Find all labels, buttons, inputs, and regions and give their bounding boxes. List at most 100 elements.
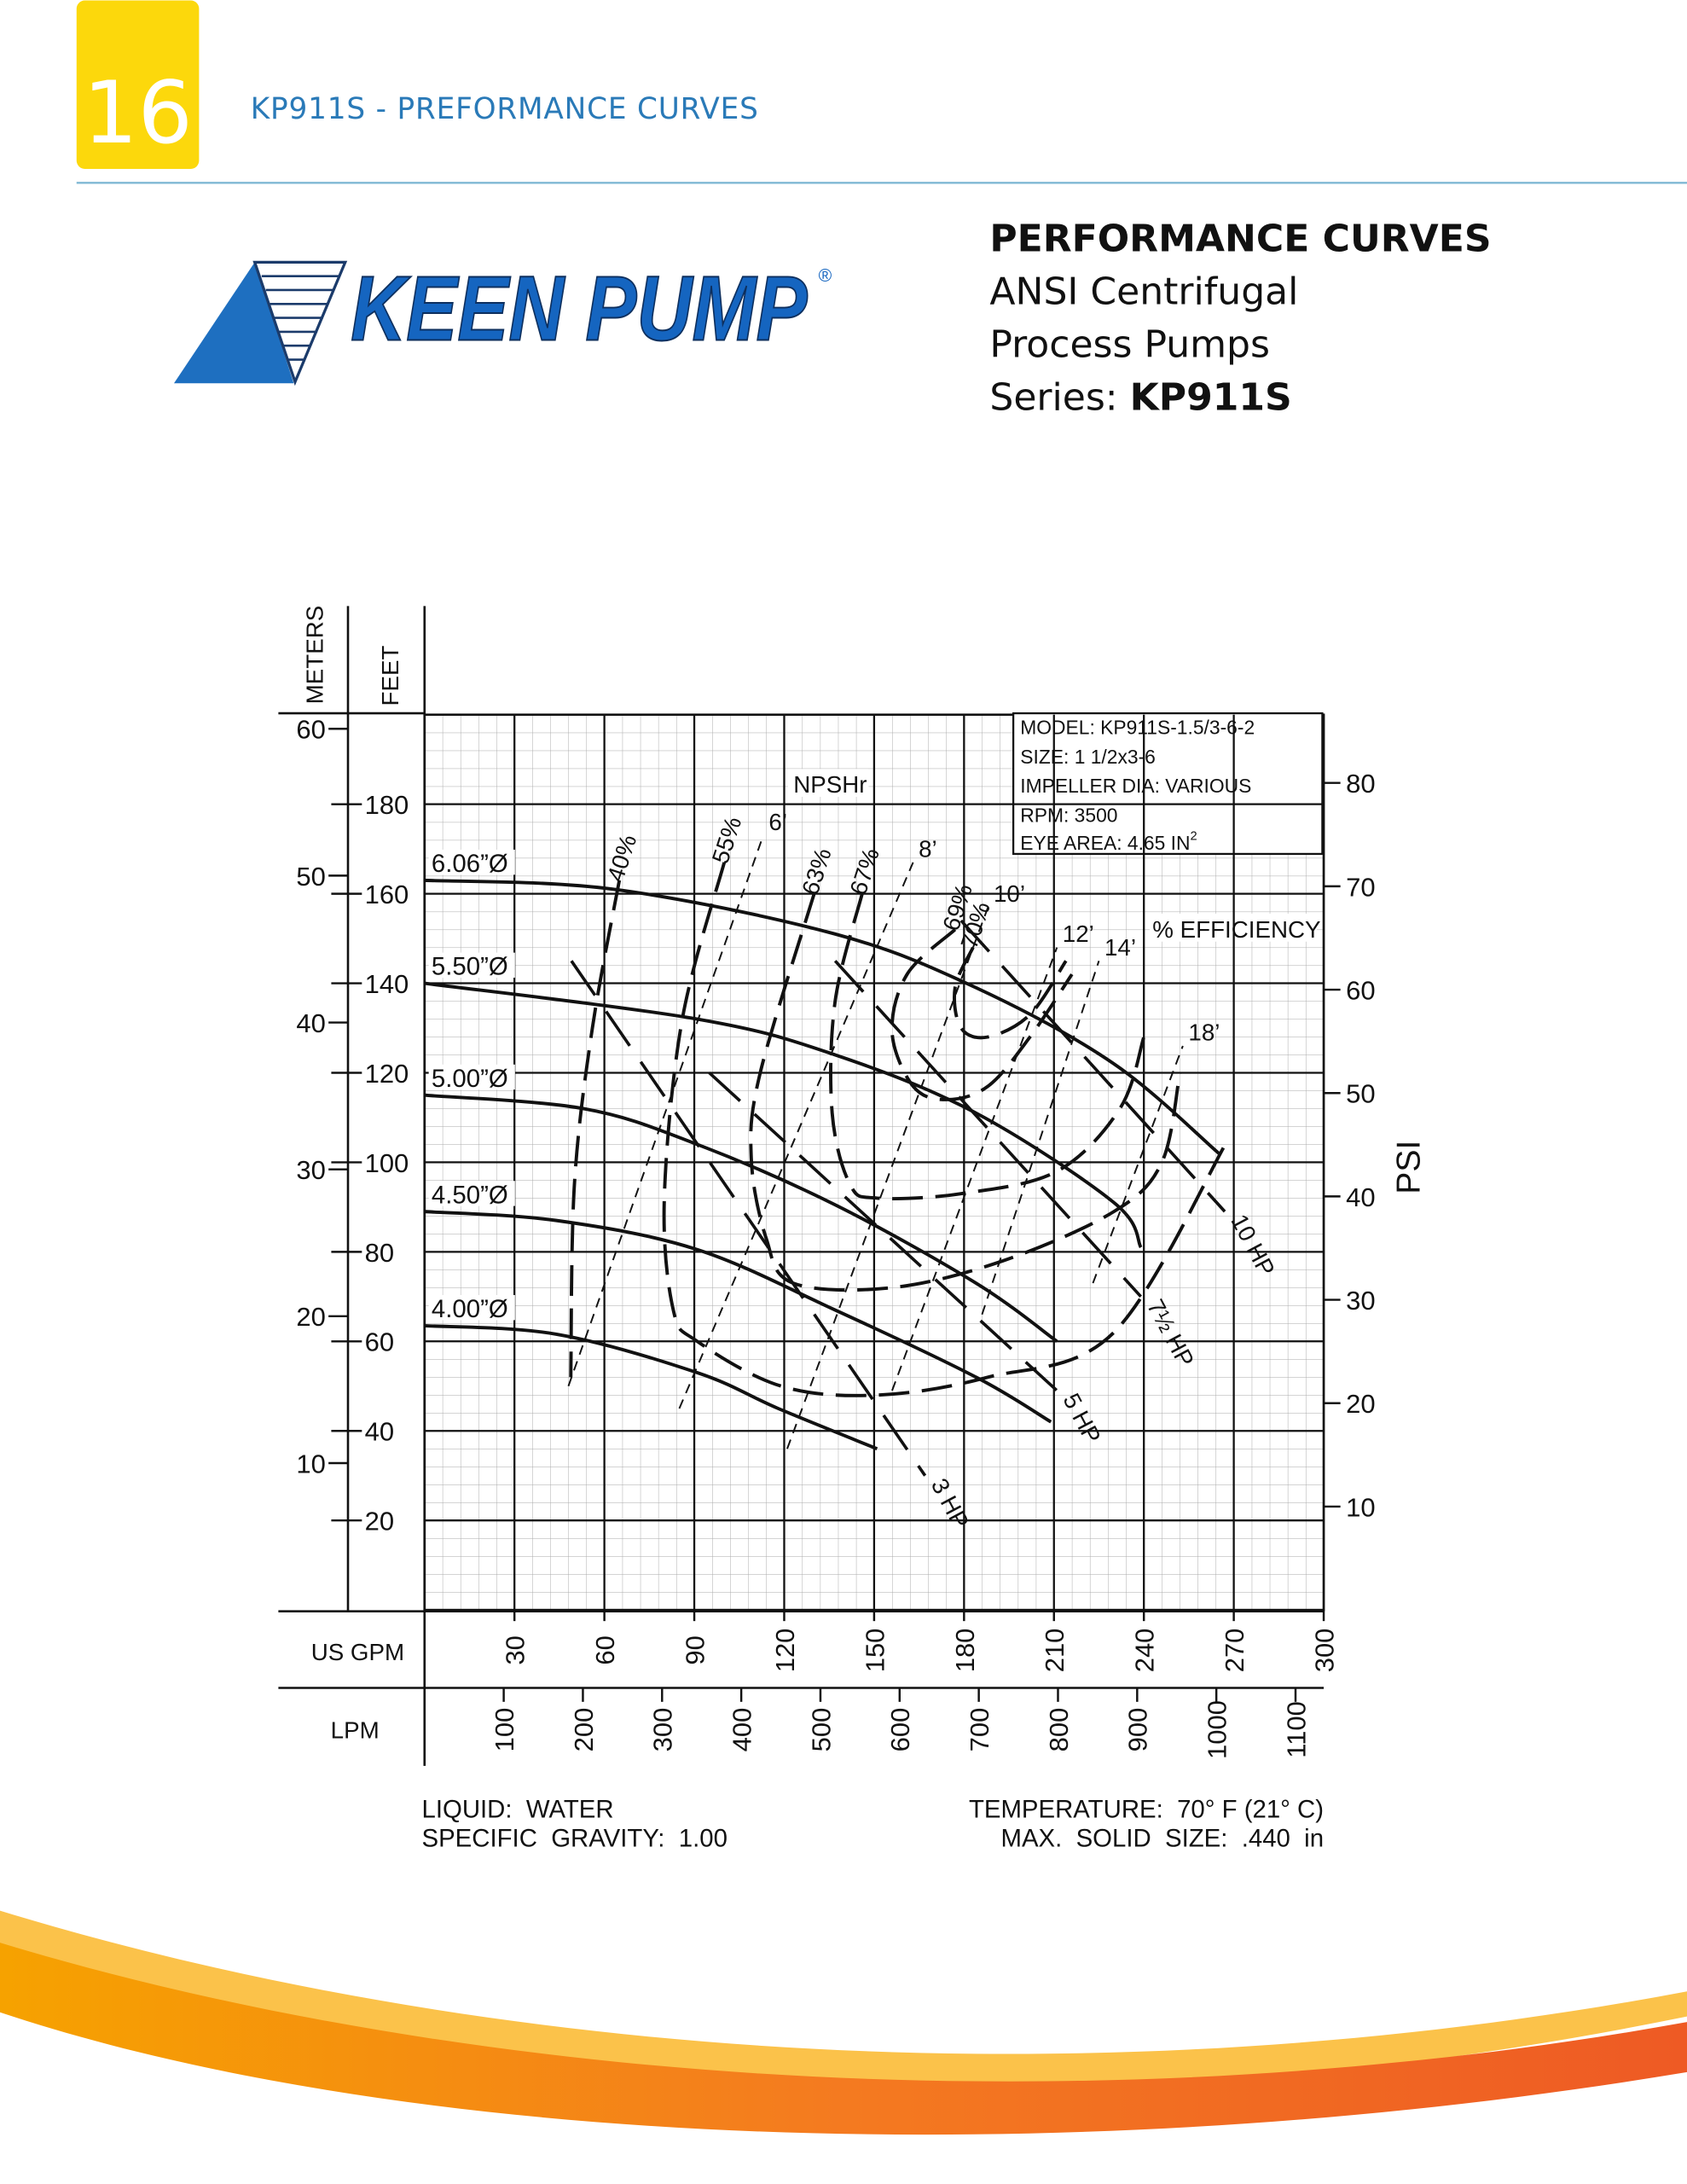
x2-axis-label: LPM — [331, 1716, 380, 1743]
hp-line — [708, 1072, 1058, 1392]
info-sup: 2 — [1190, 830, 1197, 844]
info-line: SIZE: 1 1/2x3-6 — [1020, 746, 1156, 768]
meters-tick-label: 40 — [296, 1008, 325, 1038]
y-axis-label: FEET — [377, 646, 403, 706]
x2-tick-label: 300 — [648, 1708, 678, 1752]
y2-tick-label: 20 — [1346, 1389, 1375, 1419]
impeller-label: 5.00”Ø — [432, 1065, 508, 1093]
impeller-label: 6.06”Ø — [432, 850, 508, 878]
npshr-label: NPSHr — [793, 771, 867, 798]
efficiency-line — [662, 862, 1230, 1397]
y-tick-label: 100 — [365, 1148, 409, 1178]
swoosh — [0, 1943, 1687, 2135]
x-tick-label: 180 — [950, 1629, 980, 1673]
impeller-label: 4.50”Ø — [432, 1181, 508, 1209]
info-line: IMPELLER DIA: VARIOUS — [1020, 775, 1251, 797]
efficiency-line — [829, 893, 1146, 1200]
label-bg — [428, 849, 515, 875]
y-tick-label: 180 — [365, 790, 409, 820]
npshr-label: 10’ — [994, 880, 1025, 907]
label-bg — [787, 769, 869, 798]
npshr-label: 14’ — [1104, 934, 1136, 961]
y2-tick-label: 10 — [1346, 1492, 1375, 1522]
meters-label: METERS — [302, 606, 328, 705]
npshr-line — [891, 947, 1058, 1391]
y-tick-label: 160 — [365, 880, 409, 909]
x-tick-label: 150 — [860, 1629, 890, 1673]
x-tick-label: 240 — [1130, 1629, 1160, 1673]
intro-heading: PERFORMANCE CURVES — [989, 217, 1491, 260]
x2-tick-label: 1100 — [1281, 1701, 1311, 1758]
x-tick-label: 270 — [1220, 1629, 1249, 1673]
efficiency-line — [569, 880, 622, 1378]
x2-tick-label: 700 — [965, 1708, 994, 1752]
y2-tick-label: 80 — [1346, 769, 1375, 799]
series-label: Series: — [989, 375, 1117, 419]
y-tick-label: 140 — [365, 969, 409, 999]
x-tick-label: 120 — [770, 1629, 800, 1673]
efficiency-line — [953, 946, 1068, 1040]
note: LIQUID: WATER — [422, 1795, 614, 1823]
x-tick-label: 60 — [590, 1635, 620, 1664]
npshr-line — [981, 960, 1100, 1316]
meters-tick-label: 50 — [296, 862, 325, 892]
logo-text: KEEN PUMP — [351, 257, 807, 360]
npshr-line — [786, 907, 989, 1449]
npshr-label: 6’ — [768, 809, 787, 835]
x2-tick-label: 600 — [885, 1708, 915, 1752]
x2-tick-label: 400 — [728, 1708, 757, 1752]
series-value: KP911S — [1130, 375, 1292, 419]
impeller-curve — [424, 1093, 1058, 1343]
npshr-label: 12’ — [1063, 921, 1094, 947]
impeller-curve — [424, 878, 1220, 1155]
logo-stripes — [252, 260, 348, 386]
efficiency-label: % EFFICIENCY — [1152, 916, 1320, 943]
x-axis-label: US GPM — [311, 1639, 404, 1665]
meters-tick-label: 60 — [296, 715, 325, 745]
note: TEMPERATURE: 70° F (21° C) — [969, 1795, 1324, 1823]
hp-line — [570, 960, 927, 1477]
y2-tick-label: 40 — [1346, 1182, 1375, 1212]
label-bg — [428, 952, 515, 979]
npshr-label: 18’ — [1188, 1019, 1220, 1045]
info-eye: EYE AREA: 4.65 IN — [1020, 832, 1190, 854]
page-number: 16 — [83, 62, 193, 163]
y2-tick-label: 50 — [1346, 1079, 1375, 1109]
npshr-line — [1092, 1045, 1184, 1284]
x2-tick-label: 500 — [806, 1708, 836, 1752]
hp-line — [833, 960, 1143, 1298]
x2-tick-label: 200 — [569, 1708, 599, 1752]
label-bg — [428, 1064, 515, 1090]
impeller-curve — [424, 981, 1143, 1249]
note: SPECIFIC GRAVITY: 1.00 — [422, 1825, 728, 1853]
npshr-line — [567, 835, 764, 1387]
npshr-label: 8’ — [919, 835, 937, 862]
efficiency-line — [890, 928, 1074, 1101]
meters-tick-label: 10 — [296, 1449, 325, 1478]
x-tick-label: 90 — [680, 1635, 710, 1664]
hp-line — [959, 919, 1226, 1213]
label-bg — [428, 1181, 515, 1206]
meters-tick-label: 20 — [296, 1302, 325, 1332]
info-box — [1012, 712, 1324, 856]
intro-line: Process Pumps — [989, 322, 1270, 366]
x2-tick-label: 900 — [1123, 1708, 1153, 1752]
y2-tick-label: 70 — [1346, 872, 1375, 902]
logo-lines — [261, 275, 340, 361]
impeller-curve — [424, 1323, 878, 1451]
y-tick-label: 20 — [365, 1507, 394, 1536]
y-tick-label: 80 — [365, 1238, 394, 1268]
info-line: EYE AREA: 4.65 IN2 — [1020, 830, 1197, 854]
y2-axis-label: PSI — [1391, 1141, 1428, 1194]
x2-tick-label: 100 — [490, 1708, 519, 1752]
meters-tick-label: 30 — [296, 1155, 325, 1185]
y2-tick-label: 30 — [1346, 1286, 1375, 1316]
intro-line: ANSI Centrifugal — [989, 270, 1298, 313]
info-line: MODEL: KP911S-1.5/3-6-2 — [1020, 717, 1255, 739]
x2-tick-label: 1000 — [1203, 1700, 1232, 1759]
impeller-label: 5.50”Ø — [432, 953, 508, 981]
note: MAX. SOLID SIZE: .440 in — [1000, 1825, 1324, 1853]
x2-tick-label: 800 — [1044, 1708, 1074, 1752]
info-line: RPM: 3500 — [1020, 804, 1117, 826]
